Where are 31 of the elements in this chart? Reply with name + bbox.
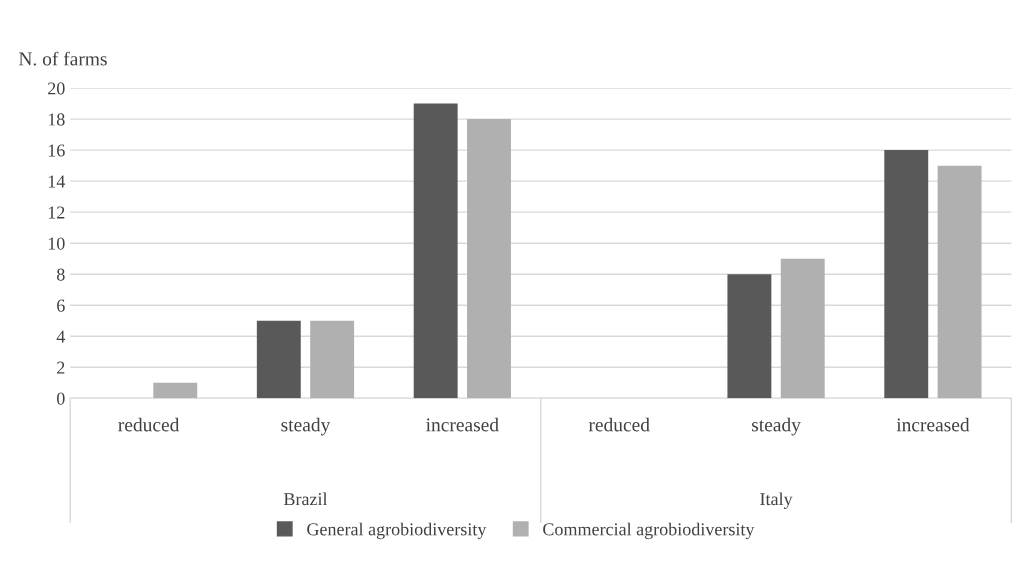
y-tick-label: 14: [48, 175, 66, 188]
bar: [153, 382, 198, 399]
bar: [884, 150, 929, 399]
bar: [310, 320, 355, 399]
y-tick-label: 6: [57, 299, 65, 312]
text: Italy: [760, 492, 793, 509]
y-tick-label: 20: [48, 82, 65, 95]
text: Brazil: [283, 492, 328, 506]
bar: [467, 119, 511, 399]
x-tick-label: steady: [281, 417, 331, 436]
y-tick-label: 8: [56, 268, 65, 281]
legend-label: Commercial agrobiodiversity: [543, 522, 755, 540]
y-tick-label: 2: [57, 361, 65, 374]
x-tick-label: reduced: [588, 417, 650, 432]
bar: [256, 320, 301, 399]
x-tick-label: steady: [752, 417, 801, 436]
bar: [937, 165, 982, 399]
x-tick-label: increased: [426, 417, 499, 432]
x-tick-label: increased: [896, 417, 970, 432]
y-tick-label: 4: [56, 330, 66, 343]
x-tick-label: reduced: [118, 417, 180, 432]
bar: [780, 258, 825, 399]
y-tick-label: 0: [56, 392, 65, 405]
y-tick-label: 16: [48, 144, 65, 157]
y-axis-title: N. of farms: [18, 51, 107, 66]
bar: [727, 274, 772, 399]
y-tick-label: 10: [48, 237, 65, 250]
y-tick-label: 18: [48, 113, 65, 126]
bar: [413, 103, 458, 399]
legend-label: General agrobiodiversity: [307, 522, 487, 540]
y-tick-label: 12: [48, 206, 65, 219]
